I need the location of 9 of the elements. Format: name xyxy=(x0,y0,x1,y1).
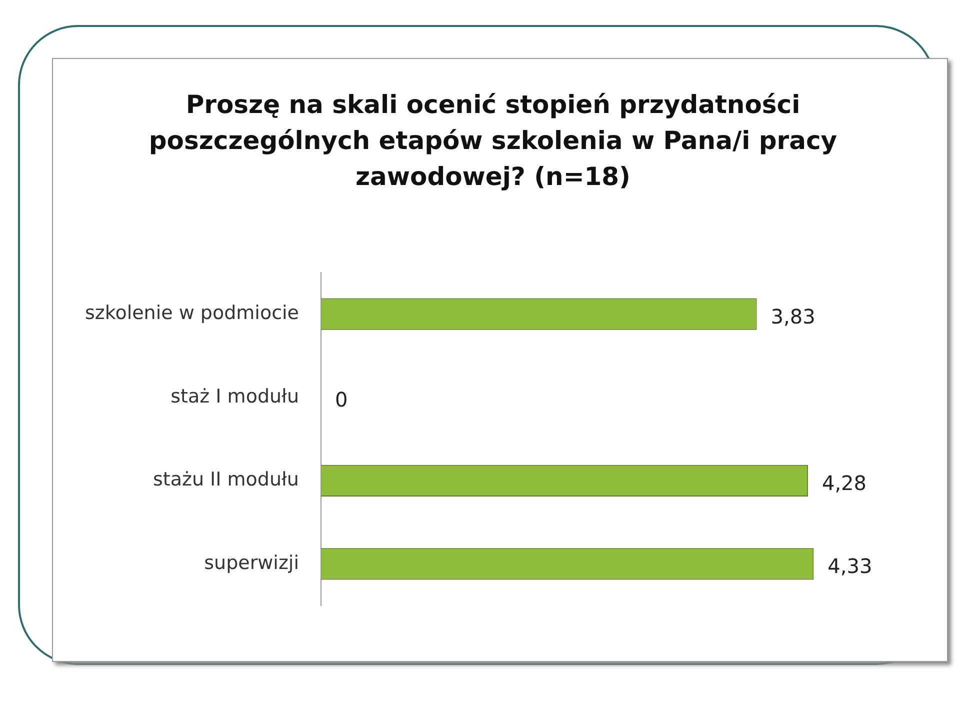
data-label: 0 xyxy=(334,388,348,412)
y-tick-label: stażu II modułu xyxy=(153,468,299,491)
data-label: 4,33 xyxy=(828,554,872,578)
y-tick-label: superwizji xyxy=(204,552,299,574)
y-tick-label: staż I modułu xyxy=(170,385,299,408)
data-label: 3,83 xyxy=(770,304,816,328)
data-label: 4,28 xyxy=(822,470,866,495)
chart-title: Proszę na skali ocenić stopień przydatności poszczególnych etapów szkolenia w Pana/i pracy zawodowej? (n=18) xyxy=(148,89,838,193)
y-tick-label: szkolenie w podmiocie xyxy=(84,302,299,324)
